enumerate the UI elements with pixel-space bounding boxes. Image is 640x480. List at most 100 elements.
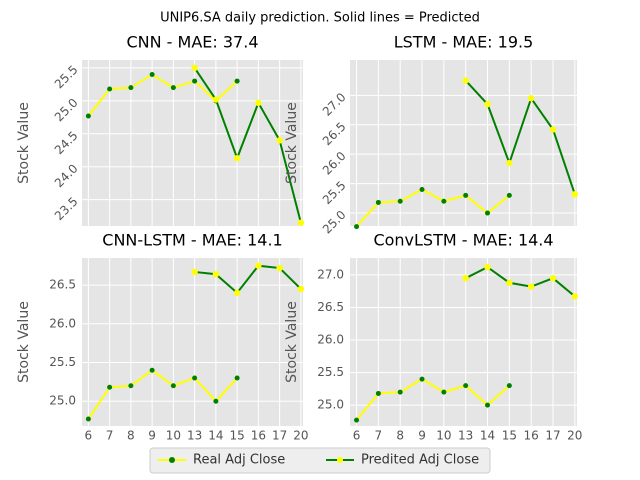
data-point xyxy=(484,263,491,271)
data-point xyxy=(85,416,91,422)
y-axis-label: Stock Value xyxy=(284,102,300,184)
legend xyxy=(149,447,491,474)
x-tick-label: 9 xyxy=(418,429,426,443)
plot-area xyxy=(350,258,577,426)
y-tick-label: 27.0 xyxy=(320,90,349,119)
data-point xyxy=(397,198,403,204)
x-tick-label: 16 xyxy=(251,429,266,443)
x-tick-label: 13 xyxy=(187,429,202,443)
chart-title: CNN-LSTM - MAE: 14.1 xyxy=(102,231,282,250)
data-point xyxy=(419,187,425,193)
data-point xyxy=(354,417,360,423)
data-point xyxy=(441,389,447,395)
y-tick-label: 25.0 xyxy=(317,398,344,412)
y-tick-label: 26.5 xyxy=(49,278,76,292)
x-tick-label: 8 xyxy=(396,429,404,443)
y-axis-label: Stock Value xyxy=(284,301,300,383)
x-tick-label: 6 xyxy=(85,429,93,443)
series-line xyxy=(464,79,576,195)
x-tick-label: 13 xyxy=(458,429,473,443)
data-point xyxy=(463,192,469,198)
legend-marker xyxy=(169,457,175,463)
chart-title: LSTM - MAE: 19.5 xyxy=(394,33,534,52)
data-point xyxy=(375,390,381,396)
data-point xyxy=(212,271,220,278)
data-point xyxy=(527,283,535,290)
data-point xyxy=(297,285,305,293)
y-tick-label: 25.5 xyxy=(52,63,81,92)
legend-label: Real Adj Close xyxy=(193,453,285,468)
data-point xyxy=(149,367,155,373)
data-point xyxy=(354,224,360,230)
figure-title: UNIP6.SA daily prediction. Solid lines =… xyxy=(160,11,480,26)
series-line xyxy=(355,188,510,228)
y-tick-label: 26.0 xyxy=(49,316,76,330)
y-tick-label: 25.0 xyxy=(49,394,76,408)
data-point xyxy=(170,383,176,389)
y-tick-label: 26.5 xyxy=(320,119,349,148)
x-tick-label: 16 xyxy=(524,429,539,443)
data-point xyxy=(128,383,134,389)
data-point xyxy=(485,402,491,408)
data-point xyxy=(234,78,240,84)
y-tick-label: 25.5 xyxy=(320,178,349,207)
legend-marker xyxy=(337,457,343,463)
data-point xyxy=(297,219,305,226)
plot-area xyxy=(82,60,303,226)
data-point xyxy=(255,262,262,269)
data-point xyxy=(506,159,513,167)
x-tick-label: 6 xyxy=(353,429,361,443)
data-point xyxy=(255,99,262,107)
data-point xyxy=(192,375,198,381)
y-tick-label: 23.5 xyxy=(52,194,81,223)
data-point xyxy=(234,375,240,381)
data-point xyxy=(233,289,241,297)
x-tick-label: 15 xyxy=(502,429,517,443)
data-point xyxy=(441,198,447,204)
x-tick-label: 14 xyxy=(208,429,223,443)
y-tick-label: 24.5 xyxy=(52,128,81,157)
data-point xyxy=(85,113,91,119)
series-line xyxy=(87,369,238,420)
data-point xyxy=(549,126,557,133)
series-line xyxy=(193,67,302,223)
data-point xyxy=(571,293,579,300)
data-point xyxy=(462,77,469,84)
legend-label: Predited Adj Close xyxy=(361,453,479,468)
x-tick-label: 14 xyxy=(480,429,495,443)
data-point xyxy=(571,191,579,198)
y-tick-label: 25.0 xyxy=(320,208,349,237)
x-tick-label: 7 xyxy=(375,429,383,443)
data-point xyxy=(462,274,469,282)
x-tick-label: 17 xyxy=(545,429,560,443)
x-tick-label: 20 xyxy=(293,429,308,443)
x-tick-label: 10 xyxy=(436,429,451,443)
series-line xyxy=(87,73,238,117)
x-tick-label: 20 xyxy=(567,429,582,443)
data-point xyxy=(419,376,425,382)
data-point xyxy=(213,398,219,404)
data-point xyxy=(149,71,155,77)
data-point xyxy=(233,154,241,162)
data-point xyxy=(276,264,283,272)
y-tick-label: 26.0 xyxy=(317,333,344,347)
data-point xyxy=(527,95,535,102)
y-axis-label: Stock Value xyxy=(16,301,32,383)
data-point xyxy=(463,383,469,389)
x-tick-label: 9 xyxy=(148,429,156,443)
data-point xyxy=(276,137,283,144)
x-tick-label: 8 xyxy=(127,429,135,443)
data-point xyxy=(484,100,491,108)
data-point xyxy=(506,192,512,198)
plot-area xyxy=(350,60,577,226)
x-tick-label: 7 xyxy=(106,429,114,443)
data-point xyxy=(549,274,557,282)
series-line xyxy=(465,265,576,298)
data-point xyxy=(128,85,134,91)
data-point xyxy=(506,383,512,389)
series-line xyxy=(355,377,511,421)
data-point xyxy=(191,268,198,276)
y-tick-label: 25.5 xyxy=(49,355,76,369)
